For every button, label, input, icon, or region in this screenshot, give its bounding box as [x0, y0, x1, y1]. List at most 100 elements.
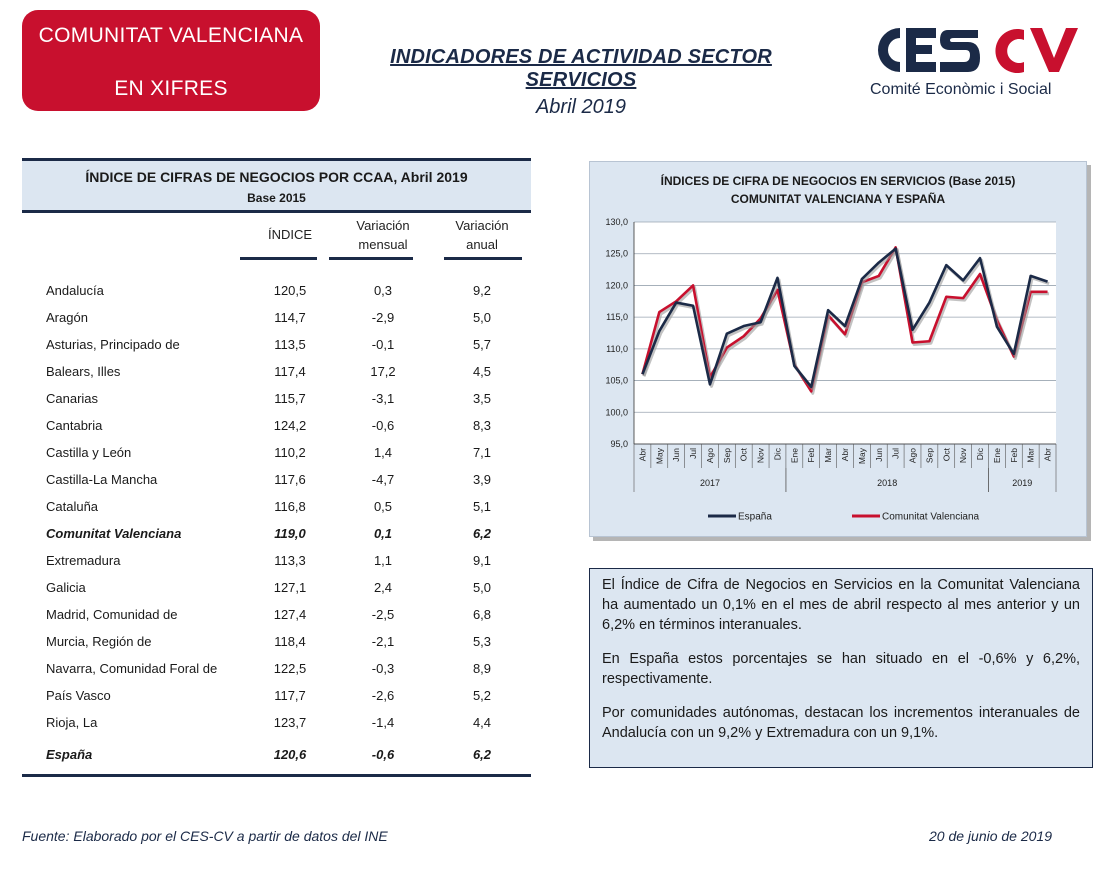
x-tick-label: Feb [806, 448, 816, 463]
year-label: 2019 [1012, 478, 1032, 488]
x-tick-label: Jul [891, 448, 901, 459]
x-tick-label: Ene [789, 448, 799, 463]
row-mensual: 1,4 [373, 445, 393, 460]
row-name: Madrid, Comunidad de [46, 607, 178, 622]
row-mensual: 0,1 [373, 526, 393, 541]
row-indice: 120,5 [273, 283, 307, 298]
badge-line-2: EN XIFRES [114, 77, 228, 100]
x-tick-label: May [857, 447, 867, 464]
table-row: Rioja, La 123,7 -1,4 4,4 [22, 709, 531, 736]
footer-date: 20 de junio de 2019 [929, 828, 1052, 844]
x-tick-label: Dic [975, 447, 985, 460]
row-anual: 3,5 [472, 391, 492, 406]
table-row: Cantabria 124,2 -0,6 8,3 [22, 412, 531, 439]
row-name: Andalucía [46, 283, 104, 298]
row-mensual: 2,4 [373, 580, 393, 595]
logo-tagline: Comité Econòmic i Social [870, 81, 1051, 98]
row-anual: 5,3 [472, 634, 492, 649]
row-name: Aragón [46, 310, 88, 325]
header: INDICADORES DE ACTIVIDAD SECTOR SERVICIO… [336, 46, 826, 119]
y-tick-label: 105,0 [605, 376, 628, 386]
row-indice: 127,4 [273, 607, 307, 622]
x-tick-label: Jul [688, 448, 698, 459]
x-tick-label: Ago [705, 448, 715, 463]
row-indice: 122,5 [273, 661, 307, 676]
row-anual: 9,1 [472, 553, 492, 568]
y-tick-label: 125,0 [605, 249, 628, 259]
x-tick-label: Abr [637, 448, 647, 461]
col-header-anual-line1: Variación [455, 218, 509, 233]
table-header: ÍNDICE DE CIFRAS DE NEGOCIOS POR CCAA, A… [22, 158, 531, 213]
row-mensual: 0,5 [373, 499, 393, 514]
row-mensual: -2,1 [371, 634, 395, 649]
row-name: Murcia, Región de [46, 634, 152, 649]
row-name: Navarra, Comunidad Foral de [46, 661, 218, 676]
x-tick-label: Feb [1009, 448, 1019, 463]
row-mensual: 0,3 [373, 283, 393, 298]
row-mensual: -0,3 [371, 661, 395, 676]
row-anual: 8,9 [472, 661, 492, 676]
row-mensual: -3,1 [371, 391, 395, 406]
row-indice: 113,3 [274, 553, 306, 568]
y-tick-label: 130,0 [605, 217, 628, 227]
row-mensual: -2,5 [371, 607, 395, 622]
table-row: Madrid, Comunidad de 127,4 -2,5 6,8 [22, 601, 531, 628]
col-header-mensual-line1: Variación [356, 218, 410, 233]
footer-source: Fuente: Elaborado por el CES-CV a partir… [22, 828, 388, 844]
row-mensual: -2,9 [371, 310, 395, 325]
row-name: Balears, Illes [46, 364, 121, 379]
y-tick-label: 115,0 [606, 312, 628, 322]
table-bottom-rule [22, 774, 531, 777]
y-tick-label: 100,0 [605, 407, 628, 417]
row-anual: 5,0 [472, 580, 492, 595]
row-name: Comunitat Valenciana [46, 526, 182, 541]
row-mensual: 17,2 [370, 364, 396, 379]
row-indice: 119,0 [274, 526, 306, 541]
row-name: España [46, 747, 93, 762]
x-tick-label: Jun [874, 448, 884, 462]
table-row: Canarias 115,7 -3,1 3,5 [22, 385, 531, 412]
x-tick-label: Jun [671, 448, 681, 462]
row-name: Canarias [46, 391, 99, 406]
row-anual: 5,2 [472, 688, 492, 703]
row-name: Cataluña [46, 499, 99, 514]
table-row: Andalucía 120,5 0,3 9,2 [22, 277, 531, 304]
col-header-anual: Variación anual [432, 216, 532, 254]
table-title: ÍNDICE DE CIFRAS DE NEGOCIOS POR CCAA, A… [85, 169, 468, 185]
year-label: 2017 [700, 478, 720, 488]
y-tick-label: 95,0 [610, 439, 628, 449]
y-tick-label: 110,0 [606, 344, 628, 354]
table-body: Andalucía 120,5 0,3 9,2 Aragón 114,7 -2,9 5,0 As… [22, 277, 531, 736]
x-tick-label: Sep [722, 448, 732, 463]
x-tick-label: Nov [958, 447, 968, 463]
chart-title: ÍNDICES DE CIFRA DE NEGOCIOS EN SERVICIO… [590, 172, 1086, 208]
table-row: Extremadura 113,3 1,1 9,1 [22, 547, 531, 574]
row-indice: 110,2 [274, 445, 306, 460]
row-name: Galicia [46, 580, 86, 595]
ccaa-table: ÍNDICE DE CIFRAS DE NEGOCIOS POR CCAA, A… [22, 158, 531, 777]
x-tick-label: Ene [992, 448, 1002, 463]
row-indice: 114,7 [274, 310, 306, 325]
row-mensual: 1,1 [373, 553, 393, 568]
row-anual: 4,5 [472, 364, 492, 379]
chart-title-line2: COMUNITAT VALENCIANA Y ESPAÑA [730, 192, 946, 206]
col-underline-mensual [329, 257, 413, 260]
col-underline-indice [240, 257, 317, 260]
row-indice: 117,6 [274, 472, 306, 487]
table-row: Comunitat Valenciana 119,0 0,1 6,2 [22, 520, 531, 547]
row-mensual: -0,1 [371, 337, 395, 352]
row-anual: 6,8 [472, 607, 492, 622]
row-indice: 120,6 [273, 747, 307, 762]
table-row: Navarra, Comunidad Foral de 122,5 -0,3 8,9 [22, 655, 531, 682]
page-title: INDICADORES DE ACTIVIDAD SECTOR SERVICIO… [390, 46, 772, 91]
row-mensual: -2,6 [371, 688, 395, 703]
row-anual: 5,0 [472, 310, 492, 325]
cescv-logo: Comité Econòmic i Social [870, 28, 1078, 98]
summary-paragraph-1: El Índice de Cifra de Negocios en Servic… [602, 577, 1080, 633]
summary-paragraph-3: Por comunidades autónomas, destacan los … [602, 705, 1080, 741]
row-mensual: -1,4 [371, 715, 395, 730]
row-name: Extremadura [46, 553, 121, 568]
col-header-anual-line2: anual [466, 237, 498, 252]
table-row: Castilla y León 110,2 1,4 7,1 [22, 439, 531, 466]
year-label: 2018 [877, 478, 897, 488]
